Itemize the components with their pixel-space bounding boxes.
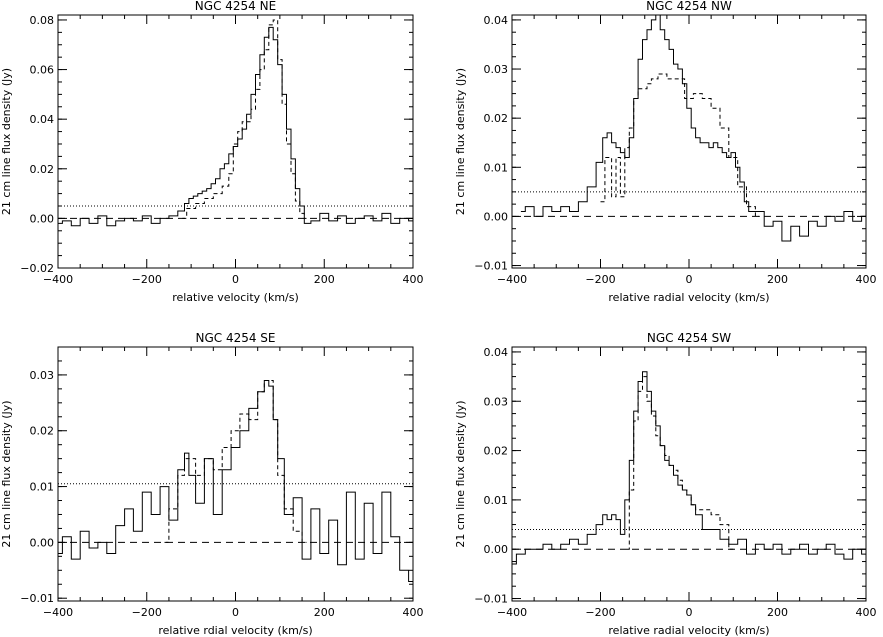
x-axis-label: relative rdial velocity (km/s)	[158, 624, 312, 637]
x-tick-label: 0	[232, 273, 239, 286]
plot-frame	[511, 346, 867, 602]
y-tick-label: −0.01	[474, 260, 508, 273]
x-tick-label: −400	[43, 606, 73, 619]
y-tick-label: 0.01	[30, 481, 55, 494]
y-tick-label: 0.00	[30, 536, 55, 549]
chart-panel-4: NGC 4254 SW −400 −200 0 200 400 −0.01 0.00 0.01 0…	[454, 331, 877, 637]
x-tick-label: −400	[497, 606, 527, 619]
y-tick-label: 0.03	[484, 395, 509, 408]
y-tick-label: 0.08	[30, 14, 55, 27]
y-tick-label: −0.01	[474, 593, 508, 606]
y-tick-label: 0.00	[484, 543, 509, 556]
x-tick-label: 200	[767, 273, 788, 286]
chart-title: NGC 4254 SW	[647, 331, 731, 345]
y-tick-label: 0.03	[30, 369, 55, 382]
y-tick-label: 0.04	[484, 14, 509, 27]
solid-spectrum	[520, 14, 866, 242]
y-tick-label: 0.01	[484, 161, 509, 174]
x-tick-label: 200	[314, 606, 335, 619]
x-tick-label: −400	[43, 273, 73, 286]
solid-spectrum	[58, 26, 413, 227]
chart-panel-1: NGC 4254 NE −400 −200 0 200 400 −0.02 0.00 0.02 0…	[0, 0, 424, 304]
y-tick-label: 0.02	[484, 112, 509, 125]
x-tick-label: 0	[232, 606, 239, 619]
x-tick-label: −200	[585, 273, 615, 286]
chart-panel-3: NGC 4254 SE −400 −200 0 200 400 −0.01 0.00 0.01 0…	[0, 331, 424, 637]
dashed-spectrum	[164, 380, 307, 543]
y-tick-label: 0.03	[484, 63, 509, 76]
dashed-spectrum	[627, 376, 734, 550]
x-axis-label: relative velocity (km/s)	[172, 291, 299, 304]
x-tick-label: 200	[314, 273, 335, 286]
x-axis-label: relative radial velocity (km/s)	[608, 624, 769, 637]
x-tick-label: −200	[132, 273, 162, 286]
y-axis-label: 21 cm line flux density (Jy)	[0, 68, 13, 215]
x-tick-label: 200	[767, 606, 788, 619]
y-tick-label: 0.04	[484, 346, 509, 359]
y-tick-label: −0.02	[20, 262, 54, 275]
chart-title: NGC 4254 SE	[195, 331, 275, 345]
y-tick-label: 0.00	[30, 212, 55, 225]
x-tick-label: 400	[856, 273, 877, 286]
x-tick-label: −200	[132, 606, 162, 619]
x-tick-label: 400	[856, 606, 877, 619]
y-tick-label: 0.00	[484, 210, 509, 223]
x-tick-label: −400	[497, 273, 527, 286]
solid-spectrum	[512, 371, 866, 565]
y-tick-label: 0.04	[30, 113, 55, 126]
solid-spectrum	[58, 380, 413, 582]
y-tick-label: 0.02	[30, 163, 55, 176]
y-axis-label: 21 cm line flux density (Jy)	[454, 400, 467, 547]
x-axis-label: relative radial velocity (km/s)	[608, 291, 769, 304]
x-tick-label: 0	[686, 606, 693, 619]
chart-panel-2: NGC 4254 NW −400 −200 0 200 400 −0.01 0.00 0.01 0…	[454, 0, 877, 304]
x-tick-label: −200	[585, 606, 615, 619]
dashed-spectrum	[182, 19, 307, 219]
plot-frame	[57, 346, 414, 602]
y-tick-label: −0.01	[20, 592, 54, 605]
chart-title: NGC 4254 NE	[195, 0, 276, 13]
plot-frame	[57, 14, 414, 269]
y-tick-label: 0.01	[484, 494, 509, 507]
y-tick-label: 0.02	[484, 445, 509, 458]
x-tick-label: 400	[403, 606, 424, 619]
x-tick-label: 400	[403, 273, 424, 286]
chart-title: NGC 4254 NW	[646, 0, 732, 13]
dashed-spectrum	[600, 73, 760, 217]
x-tick-label: 0	[686, 273, 693, 286]
y-axis-label: 21 cm line flux density (Jy)	[454, 68, 467, 215]
y-axis-label: 21 cm line flux density (Jy)	[0, 400, 13, 547]
y-tick-label: 0.06	[30, 64, 55, 77]
plot-frame	[511, 14, 867, 269]
y-tick-label: 0.02	[30, 425, 55, 438]
